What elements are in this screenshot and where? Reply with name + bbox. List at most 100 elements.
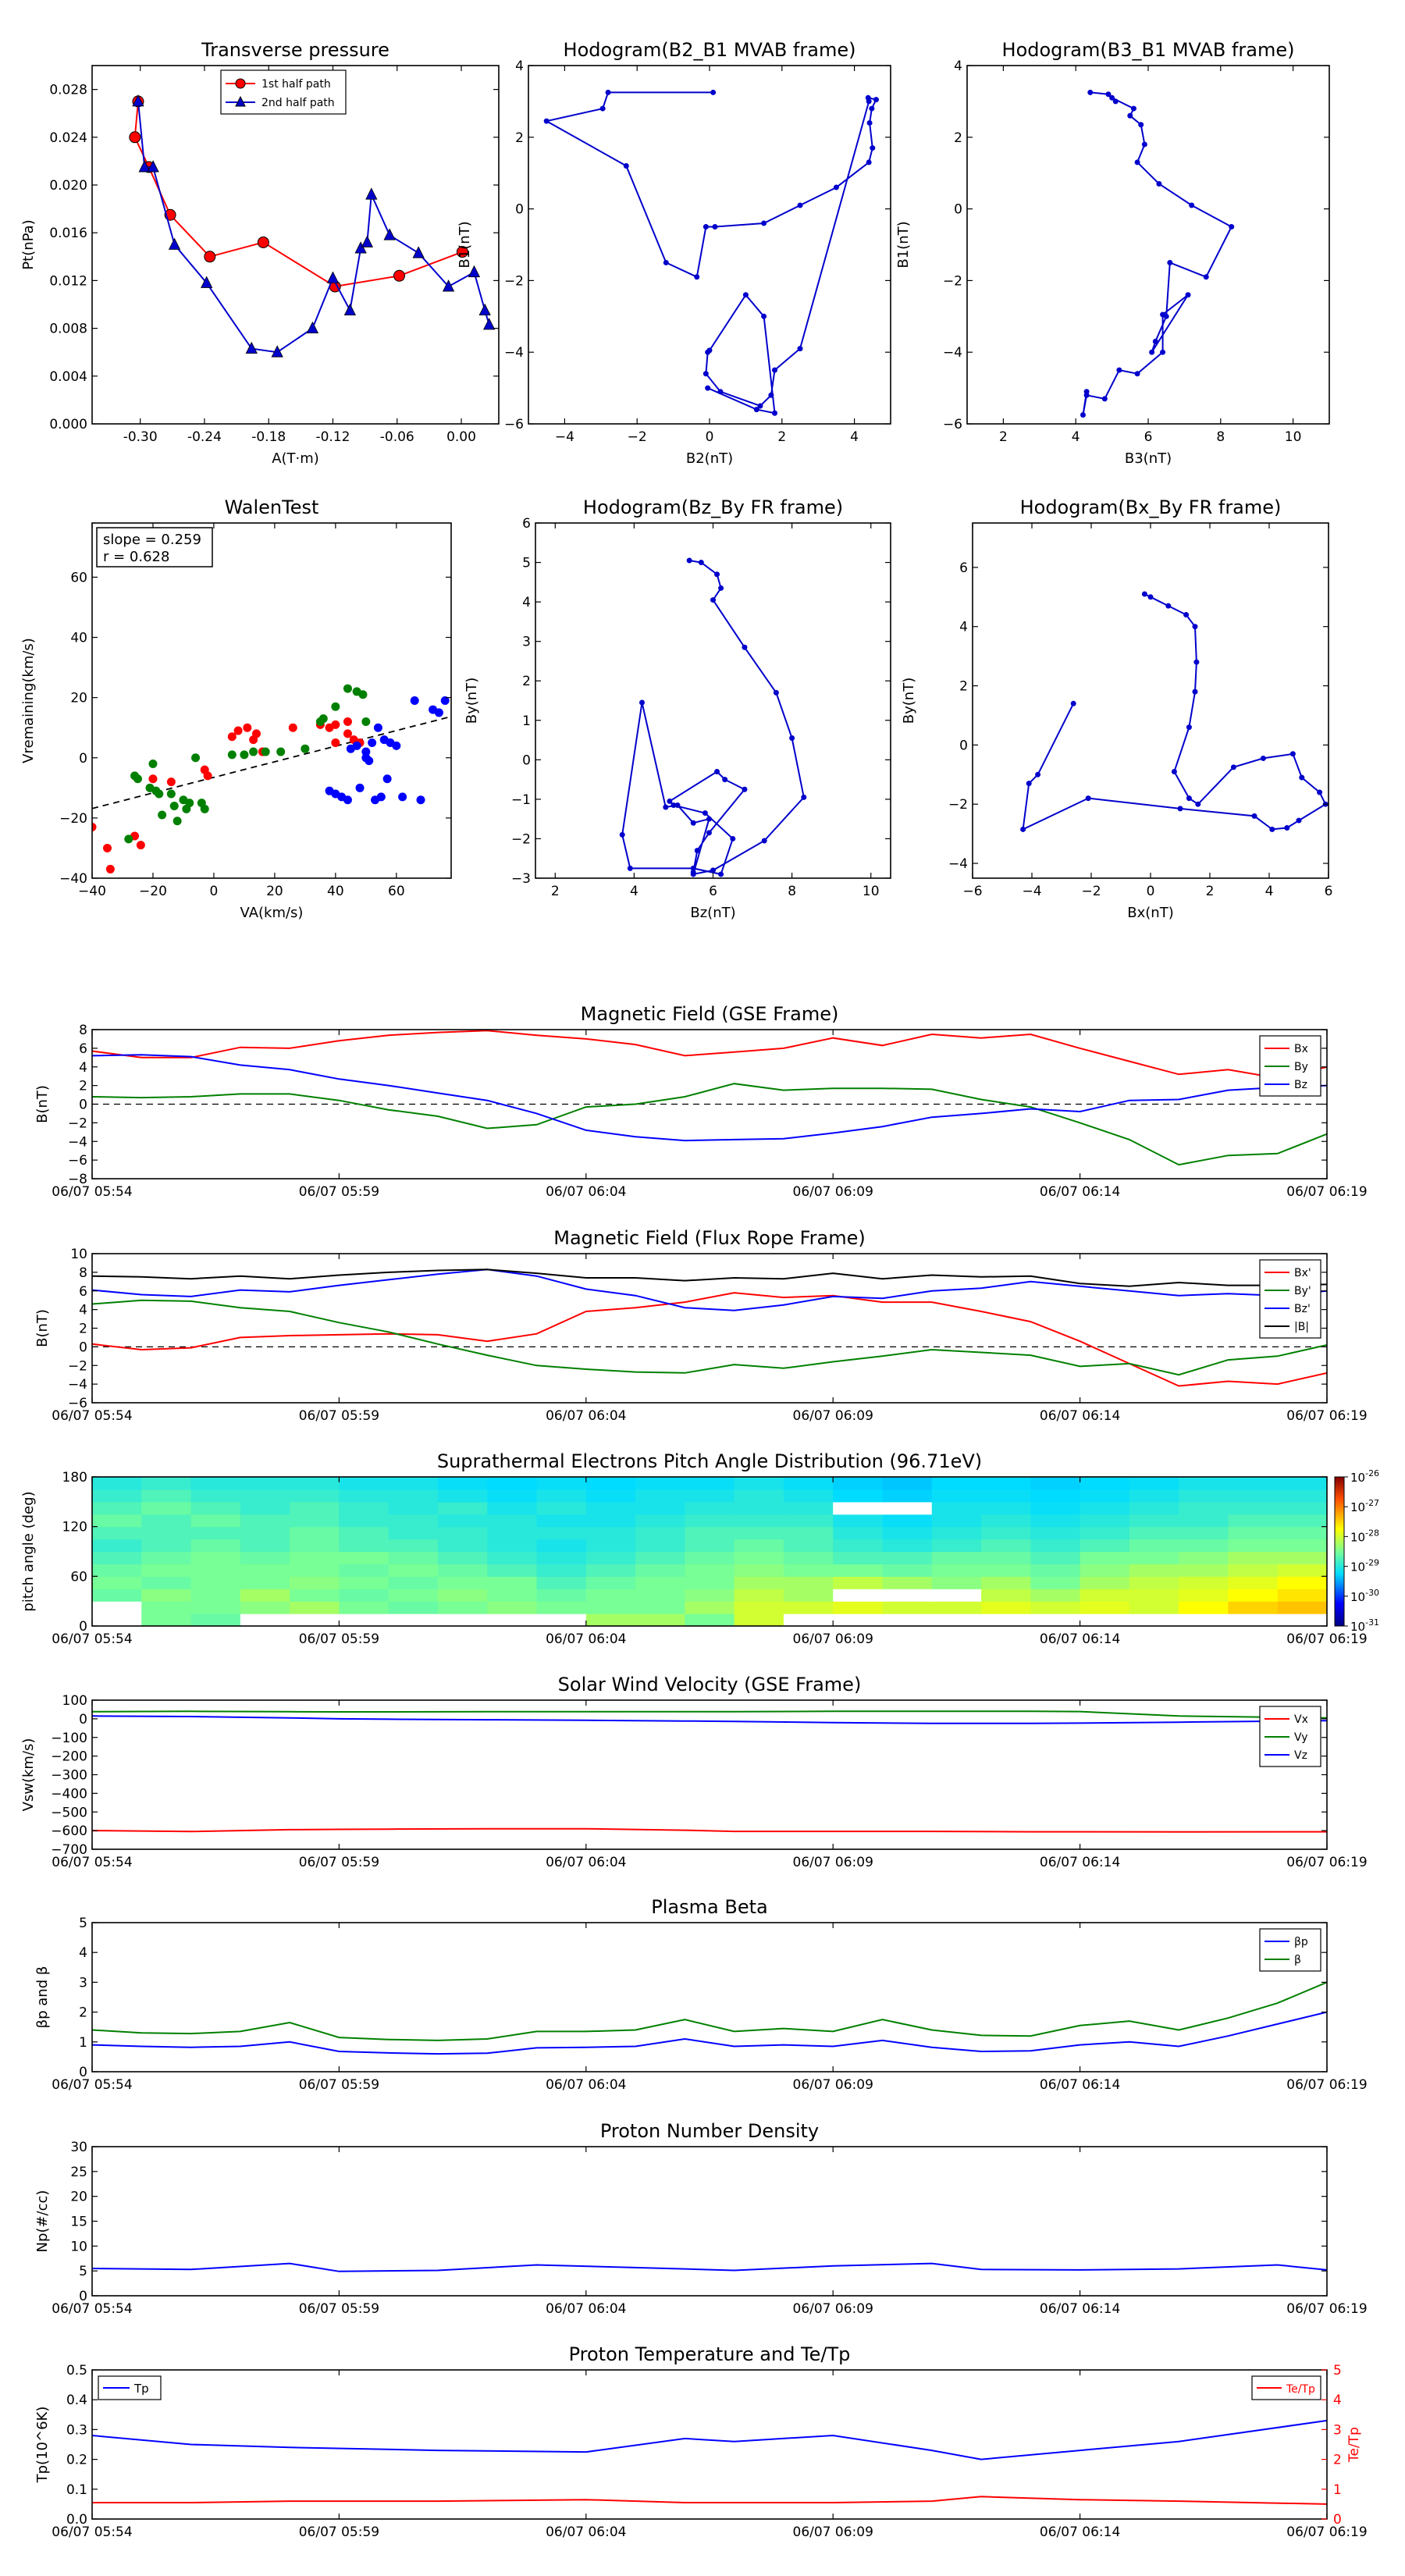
y-tick-label: −20 <box>59 811 87 827</box>
heatmap-cell <box>585 1551 636 1565</box>
x-tick-label: 06/07 06:04 <box>546 2301 626 2317</box>
heatmap-cell <box>290 1614 340 1626</box>
series-marker <box>1087 89 1094 95</box>
x-tick-label: 8 <box>1216 429 1225 445</box>
heatmap-cell <box>487 1564 538 1577</box>
y-tick-label: −2 <box>68 1115 87 1131</box>
chart-walen: WalenTest −40 −20 0 20 40 60 −40 −20 0 20 40 60 VA(km… <box>20 496 452 921</box>
heatmap-cell <box>190 1501 241 1515</box>
heatmap-cell <box>1080 1564 1130 1577</box>
plot-area <box>619 557 807 877</box>
series-line-Bz <box>92 1054 1327 1142</box>
series-marker <box>361 235 374 247</box>
fit-line <box>92 716 451 809</box>
heatmap-cell <box>882 1477 933 1490</box>
x-tick-label: 0 <box>1147 884 1155 899</box>
x-tick-label: 06/07 06:19 <box>1286 2301 1367 2317</box>
y-tick-label: −4 <box>504 345 524 361</box>
x-tick-label: -0.30 <box>123 429 158 445</box>
series-marker <box>663 804 669 810</box>
x-tick-label: 06/07 05:54 <box>52 2077 132 2093</box>
series-marker <box>543 118 550 124</box>
heatmap-cell <box>437 1601 488 1614</box>
chart-vsw: Solar Wind Velocity (GSE Frame) 06/07 05:… <box>20 1674 1368 1870</box>
y-tick-label: 6 <box>79 1041 87 1057</box>
y-tick-label-right: 5 <box>1333 2363 1342 2379</box>
heatmap-cell <box>290 1589 340 1602</box>
heatmap-cell <box>783 1564 834 1577</box>
chart-tp: Transverse pressure -0.30 -0.24 -0.18 -0.12 -… <box>20 39 500 467</box>
heatmap-cell <box>388 1551 439 1565</box>
heatmap-cell <box>1129 1501 1179 1515</box>
heatmap-cell <box>833 1489 884 1503</box>
series-marker <box>1138 122 1144 128</box>
heatmap-cell <box>190 1539 241 1553</box>
scatter-point <box>434 708 443 717</box>
scatter-point <box>261 747 270 756</box>
series-marker <box>667 798 673 804</box>
heatmap-cell <box>437 1477 488 1490</box>
y-tick-label: 5 <box>79 2264 87 2279</box>
heatmap-cell <box>833 1614 884 1626</box>
y-tick-label-right: 3 <box>1333 2422 1342 2438</box>
series-marker <box>663 259 669 265</box>
heatmap-cell <box>931 1576 982 1589</box>
y-tick-label: 4 <box>79 1303 87 1318</box>
y-tick-label: 6 <box>79 1284 87 1300</box>
series-marker <box>761 220 767 226</box>
series-marker <box>306 321 319 334</box>
heatmap-cell <box>339 1576 389 1589</box>
y-tick-label: −6 <box>68 1153 87 1169</box>
x-tick-label: 06/07 06:14 <box>1040 1855 1120 1870</box>
series-line-0 <box>92 2262 1327 2272</box>
series-line-Bx <box>92 1030 1327 1080</box>
y-axis-label: By(nT) <box>901 678 917 724</box>
plot-frame <box>91 1922 1328 2073</box>
scatter-point <box>158 810 167 820</box>
y-tick-label: 0.4 <box>66 2393 87 2408</box>
chart-title: Hodogram(Bz_By FR frame) <box>583 496 843 518</box>
series-marker <box>730 835 736 841</box>
chart-title: Suprathermal Electrons Pitch Angle Distr… <box>437 1450 982 1472</box>
y-axis-label: Pt(nPa) <box>20 219 37 269</box>
y-tick-label: 5 <box>522 556 531 571</box>
chart-title: Hodogram(B2_B1 MVAB frame) <box>564 39 856 61</box>
heatmap-cell <box>92 1477 142 1490</box>
heatmap-cell <box>1228 1526 1279 1540</box>
scatter-point <box>416 795 425 805</box>
heatmap-cell <box>1179 1601 1229 1614</box>
heatmap-cell <box>1277 1589 1327 1602</box>
heatmap-cell <box>931 1551 982 1565</box>
heatmap-cell <box>1030 1589 1081 1602</box>
heatmap-cell <box>1277 1489 1327 1503</box>
scatter-point <box>227 732 237 742</box>
series-marker <box>1230 764 1236 770</box>
legend-label: Tp <box>133 2382 149 2396</box>
x-tick-label: -0.18 <box>251 429 286 445</box>
x-tick-label: 06/07 06:14 <box>1040 1184 1120 1200</box>
heatmap-cell <box>388 1589 439 1602</box>
heatmap-cell <box>339 1564 389 1577</box>
heatmap-cell <box>190 1526 241 1540</box>
x-axis-label: VA(km/s) <box>240 905 304 921</box>
series-marker <box>717 389 724 395</box>
scatter-point <box>185 799 194 808</box>
heatmap-cell <box>734 1489 784 1503</box>
y-tick-label: 0.012 <box>49 273 87 289</box>
heatmap-cell <box>536 1514 587 1528</box>
y-tick-label: −4 <box>943 345 962 361</box>
y-tick-label: 20 <box>70 2190 87 2205</box>
heatmap-cell <box>882 1539 933 1553</box>
heatmap-cell <box>1129 1514 1179 1528</box>
heatmap-cell <box>1277 1539 1327 1553</box>
heatmap-cell <box>783 1576 834 1589</box>
heatmap-cell <box>1129 1477 1179 1490</box>
heatmap-cell <box>1080 1614 1130 1626</box>
heatmap-cell <box>685 1614 735 1626</box>
heatmap-cell <box>290 1501 340 1515</box>
x-tick-label: −4 <box>555 429 574 445</box>
scatter-point <box>382 774 392 784</box>
x-tick-label: 40 <box>327 884 344 899</box>
y-tick-label: −500 <box>51 1805 87 1820</box>
y-tick-label: −2 <box>948 797 968 813</box>
